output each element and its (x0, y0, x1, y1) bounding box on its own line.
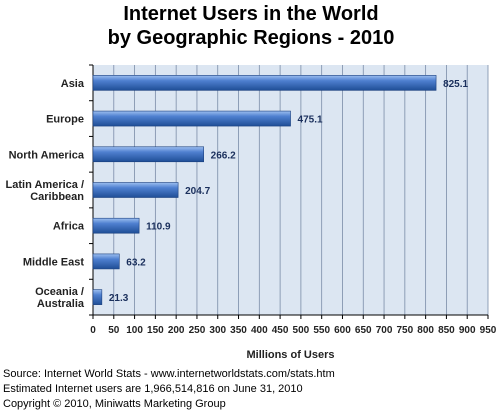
x-axis-label: Millions of Users (246, 349, 334, 361)
category-label-line: Asia (61, 78, 85, 90)
x-tick-label: 400 (251, 325, 268, 336)
x-tick-label: 50 (108, 325, 120, 336)
bar (92, 182, 179, 198)
bar (92, 110, 291, 127)
bar-value-label: 110.9 (146, 222, 171, 233)
category-label: North America (9, 149, 85, 161)
x-tick-label: 650 (355, 325, 372, 336)
x-tick-label: 0 (90, 325, 96, 336)
bar (92, 75, 437, 91)
x-tick-label: 750 (396, 325, 413, 336)
x-tick-label: 700 (376, 325, 393, 336)
category-label-line: Caribbean (30, 191, 84, 203)
category-label-line: Middle East (23, 256, 84, 268)
x-tick-label: 900 (459, 325, 476, 336)
bar-value-label: 266.2 (211, 150, 236, 161)
chart-title-line-2: by Geographic Regions - 2010 (107, 27, 395, 49)
category-label-line: Latin America / (6, 179, 84, 191)
bar-value-label: 204.7 (185, 186, 210, 197)
category-label: Asia (61, 78, 85, 90)
x-tick-label: 800 (417, 325, 434, 336)
x-tick-label: 550 (313, 325, 330, 336)
category-label: Middle East (23, 256, 84, 268)
bar-value-label: 825.1 (443, 79, 468, 90)
footer-estimate: Estimated Internet users are 1,966,514,8… (3, 383, 303, 395)
category-label: Latin America / Caribbean (6, 179, 85, 203)
footer-copyright: Copyright © 2010, Miniwatts Marketing Gr… (3, 398, 226, 410)
x-tick-label: 200 (168, 325, 185, 336)
category-label-line: Oceania / (35, 286, 84, 298)
x-tick-label: 500 (293, 325, 310, 336)
category-label-line: North America (9, 149, 85, 161)
bar (92, 289, 103, 305)
bar (92, 253, 120, 270)
x-tick-label: 100 (126, 325, 143, 336)
x-tick-label: 950 (480, 325, 497, 336)
x-tick-label: 350 (230, 325, 247, 336)
chart-title-line-1: Internet Users in the World (123, 3, 379, 25)
bar (92, 217, 140, 234)
category-label: Oceania / Australia (35, 286, 85, 310)
bar-value-label: 21.3 (109, 293, 129, 304)
footer-source: Source: Internet World Stats - www.inter… (3, 368, 335, 380)
x-tick-label: 250 (189, 325, 206, 336)
bar-value-label: 63.2 (126, 257, 146, 268)
x-tick-label: 850 (438, 325, 455, 336)
bar (92, 146, 204, 163)
bar-value-label: 475.1 (298, 115, 323, 126)
x-tick-label: 150 (147, 325, 164, 336)
x-tick-label: 600 (334, 325, 351, 336)
category-label: Europe (46, 114, 84, 126)
category-label-line: Europe (46, 114, 84, 126)
x-tick-label: 450 (272, 325, 289, 336)
x-tick-label: 300 (209, 325, 226, 336)
category-label-line: Australia (37, 298, 85, 310)
category-label: Africa (53, 221, 85, 233)
category-label-line: Africa (53, 221, 85, 233)
